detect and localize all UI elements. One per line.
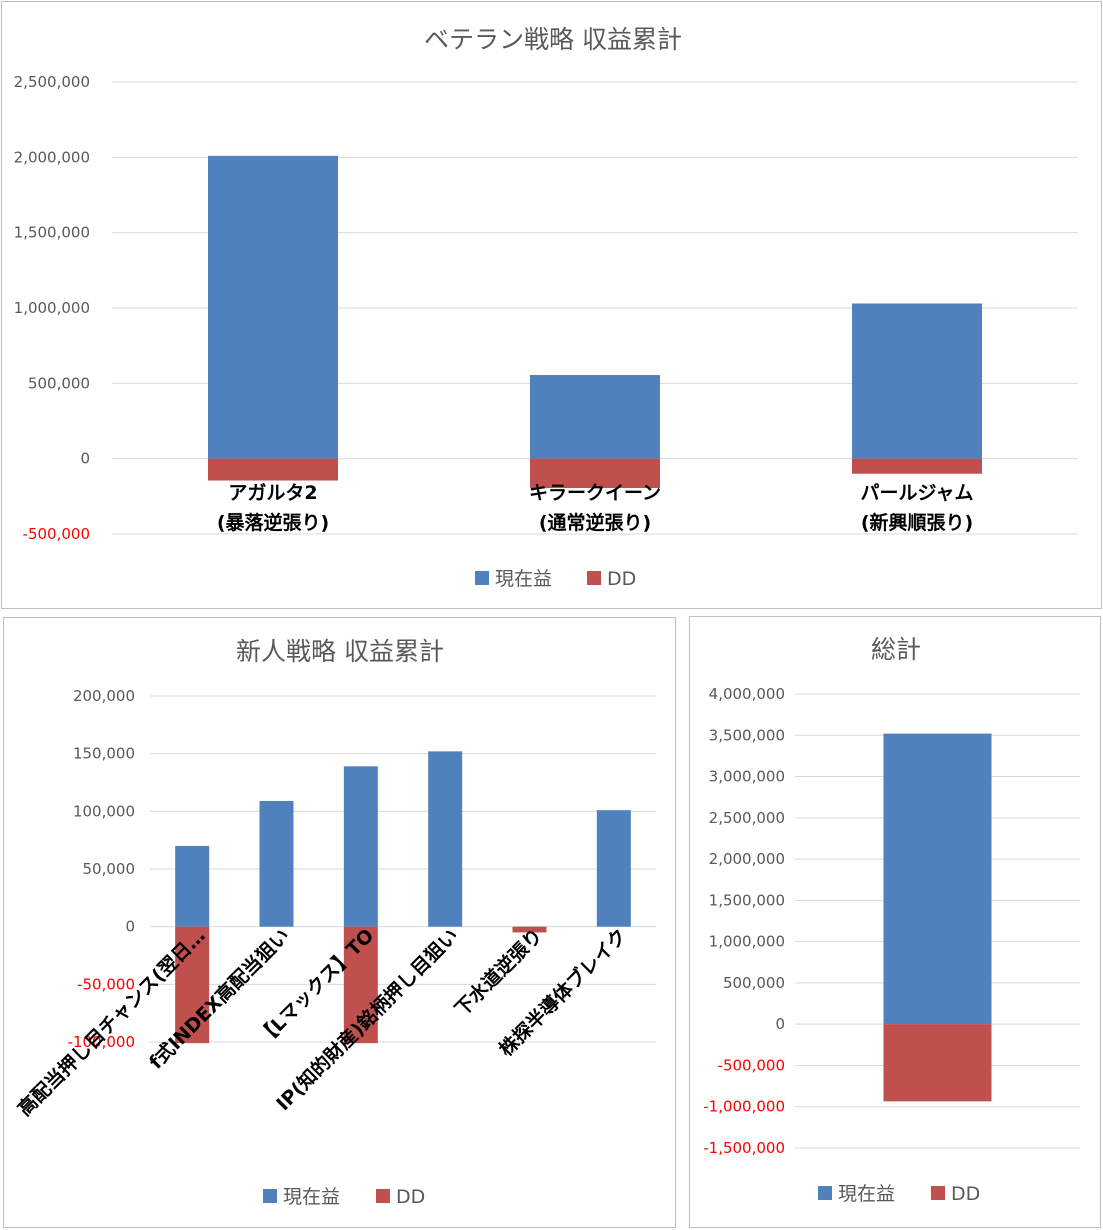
y-tick-label: 150,000 [73, 745, 135, 763]
y-tick-label: 200,000 [73, 687, 135, 705]
legend-gain-label: 現在益 [495, 568, 552, 590]
legend-dd-swatch [587, 571, 601, 585]
bar-dd [208, 458, 338, 481]
y-tick-label: 50,000 [83, 860, 136, 878]
y-tick-label: 0 [80, 450, 90, 468]
newbie-chart-panel: 新人戦略 収益累計 -100,000 -50,000 0 50,000 100,000 1… [3, 617, 676, 1228]
y-tick-label: 1,500,000 [14, 224, 90, 242]
y-tick-label: 4,000,000 [709, 685, 785, 703]
category-sublabel: (通常逆張り) [539, 511, 651, 534]
bar-gain [343, 766, 378, 927]
bar-gain [428, 751, 463, 927]
y-tick-label: 0 [775, 1015, 785, 1033]
chart-title: 総計 [871, 635, 921, 664]
category-label: 下水道逆張り [450, 924, 547, 1021]
total-chart: 総計 -1,500,000 -1,000,000 -500,000 0 500,000 1… [703, 635, 1080, 1205]
category-sublabel: (暴落逆張り) [217, 511, 329, 534]
y-tick-label: 100,000 [73, 802, 135, 820]
y-tick-label: 500,000 [723, 974, 785, 992]
veteran-chart: ベテラン戦略 収益累計 -500,000 0 500,000 1,000,000 1,5… [14, 25, 1078, 590]
legend-dd-swatch [376, 1189, 390, 1203]
bar-gain [852, 303, 982, 459]
legend-dd-label: DD [607, 568, 636, 590]
bar-dd [530, 458, 660, 489]
y-tick-label: -1,500,000 [703, 1139, 785, 1157]
bar-dd [343, 926, 378, 1044]
y-tick-label: -100,000 [68, 1033, 135, 1051]
legend-dd-swatch [931, 1186, 945, 1200]
legend-gain-swatch [475, 571, 489, 585]
legend-dd-label: DD [951, 1183, 980, 1205]
category-label: f式INDEX高配当狙い [144, 924, 294, 1074]
y-tick-label: 3,500,000 [709, 726, 785, 744]
bar-gain [208, 155, 338, 459]
y-tick-label: 3,000,000 [709, 768, 785, 786]
bar-dd [512, 926, 547, 933]
legend-dd-label: DD [396, 1186, 425, 1208]
y-tick-label: -1,000,000 [703, 1098, 785, 1116]
y-tick-label: 0 [125, 918, 135, 936]
chart-legend: 現在益 DD [475, 568, 636, 590]
legend-gain-swatch [818, 1186, 832, 1200]
bar-gain [530, 375, 660, 459]
bar-gain [596, 810, 631, 927]
y-tick-label: 2,500,000 [709, 809, 785, 827]
bar-dd [883, 1024, 992, 1102]
category-label: アガルタ2 [228, 482, 317, 504]
bar-dd [175, 926, 210, 1044]
chart-legend: 現在益 DD [263, 1186, 425, 1208]
chart-legend: 現在益 DD [818, 1183, 980, 1205]
y-tick-label: 2,500,000 [14, 73, 90, 91]
category-label: キラークイーン [529, 482, 661, 504]
y-tick-label: -50,000 [77, 975, 135, 993]
y-tick-label: 2,000,000 [709, 850, 785, 868]
total-chart-panel: 総計 -1,500,000 -1,000,000 -500,000 0 500,000 1… [689, 616, 1101, 1228]
y-tick-label: 500,000 [28, 374, 90, 392]
y-tick-label: 2,000,000 [14, 148, 90, 166]
bar-gain [883, 733, 992, 1025]
newbie-chart: 新人戦略 収益累計 -100,000 -50,000 0 50,000 100,000 1… [13, 637, 656, 1208]
bar-gain [175, 845, 210, 927]
legend-gain-label: 現在益 [838, 1183, 895, 1205]
chart-title: 新人戦略 収益累計 [236, 637, 444, 666]
legend-gain-swatch [263, 1189, 277, 1203]
bar-dd [852, 458, 982, 474]
category-label: パールジャム [860, 482, 973, 504]
y-tick-label: 1,000,000 [709, 933, 785, 951]
category-sublabel: (新興順張り) [861, 511, 973, 534]
y-tick-label: 1,500,000 [709, 891, 785, 909]
y-tick-label: -500,000 [718, 1056, 785, 1074]
chart-title: ベテラン戦略 収益累計 [424, 25, 682, 54]
legend-gain-label: 現在益 [283, 1186, 340, 1208]
y-tick-label: -500,000 [23, 525, 90, 543]
bar-gain [259, 800, 294, 927]
veteran-chart-panel: ベテラン戦略 収益累計 -500,000 0 500,000 1,000,000 1,5… [1, 1, 1102, 609]
y-tick-label: 1,000,000 [14, 299, 90, 317]
